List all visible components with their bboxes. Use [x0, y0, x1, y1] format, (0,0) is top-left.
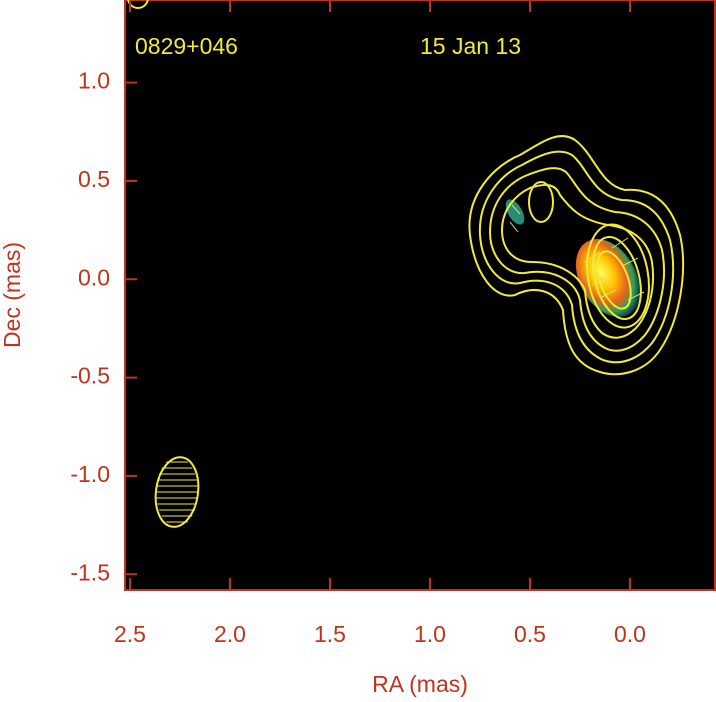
x-axis-label: RA (mas): [372, 671, 468, 697]
contour: [528, 181, 554, 223]
y-tick-label: -0.5: [70, 363, 110, 389]
contour: [127, 0, 149, 9]
contour: [478, 150, 675, 364]
contour: [488, 167, 665, 352]
y-tick-label: -1.0: [70, 461, 110, 487]
y-tick-label: 0.5: [78, 166, 110, 192]
contour: [592, 236, 642, 320]
contour: [468, 135, 685, 376]
x-tick-label: 2.5: [114, 621, 146, 647]
date-label: 15 Jan 13: [420, 33, 521, 59]
y-tick-label: 1.0: [78, 68, 110, 94]
x-tick-label: 1.0: [414, 621, 446, 647]
y-axis-label: Dec (mas): [0, 242, 25, 348]
x-tick-label: 0.5: [514, 621, 546, 647]
x-tick-label: 1.5: [314, 621, 346, 647]
y-tick-label: -1.5: [70, 559, 110, 585]
contour: [500, 183, 654, 339]
x-tick-label: 2.0: [214, 621, 246, 647]
map: [127, 0, 685, 528]
contour: [596, 250, 632, 310]
y-tick-label: 0.0: [78, 264, 110, 290]
polarization-vectors: [509, 204, 645, 301]
source-label: 0829+046: [135, 33, 238, 59]
x-tick-label: 0.0: [614, 621, 646, 647]
contour: [586, 223, 650, 329]
